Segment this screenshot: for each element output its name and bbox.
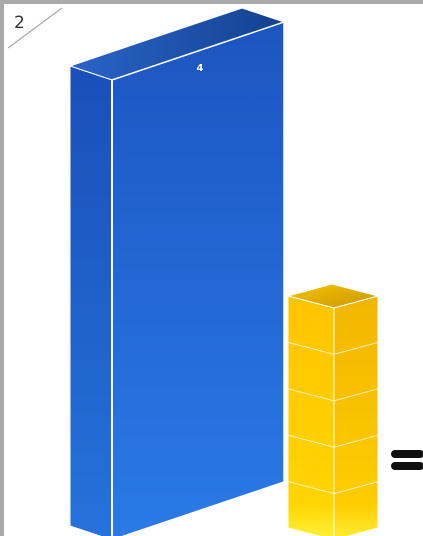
yellow-unit-dividers: [287, 341, 379, 495]
yellow-unit-divider: [287, 388, 379, 402]
yellow-stack-front-face: [287, 295, 335, 536]
yellow-stack[interactable]: [286, 283, 380, 536]
corner-divider: [7, 7, 63, 49]
yellow-unit-divider: [287, 481, 379, 495]
blue-block-label: 4: [197, 63, 204, 74]
blue-block-left-face: [69, 65, 113, 536]
panel-number: 2: [14, 13, 25, 33]
equals-bar-bottom: [391, 462, 423, 470]
yellow-stack-side-face: [333, 295, 379, 536]
panel-number-tab: 2: [7, 7, 63, 49]
equals-bar-top: [391, 450, 423, 458]
blue-block-front-face: [111, 20, 285, 536]
puzzle-scene: 2 4: [7, 7, 423, 536]
yellow-unit-divider: [287, 341, 379, 355]
equals-sign: [391, 450, 423, 470]
yellow-unit-divider: [287, 434, 379, 448]
blue-block[interactable]: 4: [68, 7, 286, 536]
